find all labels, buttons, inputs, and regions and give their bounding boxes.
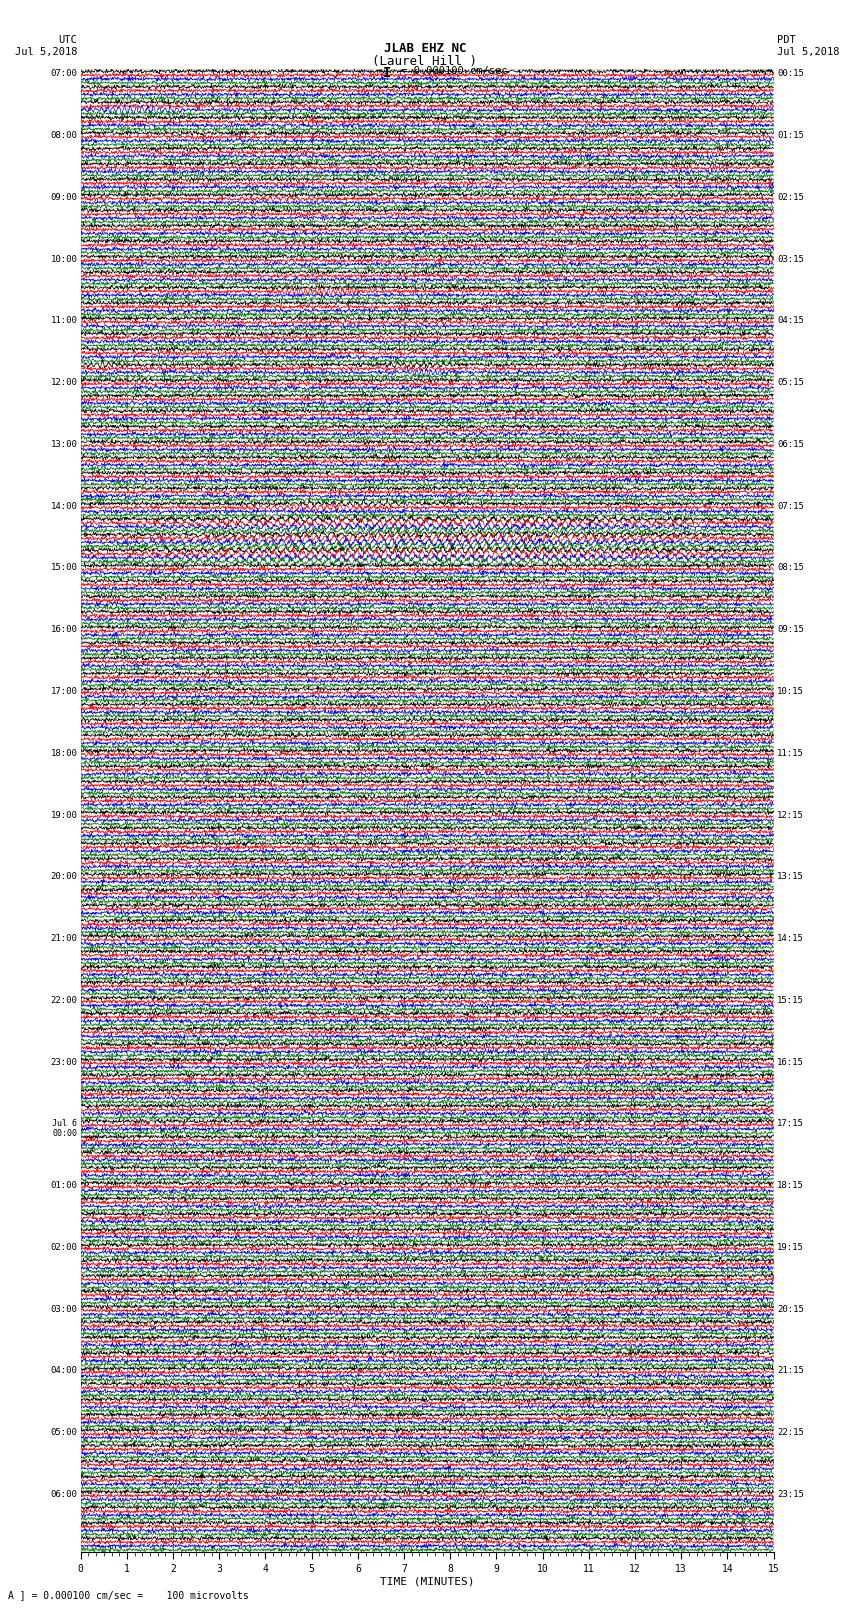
Text: 08:15: 08:15 xyxy=(777,563,804,573)
Text: A ] = 0.000100 cm/sec =    100 microvolts: A ] = 0.000100 cm/sec = 100 microvolts xyxy=(8,1590,249,1600)
Text: 17:15: 17:15 xyxy=(777,1119,804,1129)
Text: 04:00: 04:00 xyxy=(50,1366,77,1376)
Text: (Laurel Hill ): (Laurel Hill ) xyxy=(372,55,478,68)
Text: 15:15: 15:15 xyxy=(777,995,804,1005)
Text: 15:00: 15:00 xyxy=(50,563,77,573)
Text: 06:15: 06:15 xyxy=(777,440,804,448)
Text: 20:15: 20:15 xyxy=(777,1305,804,1313)
Text: Jul 5,2018: Jul 5,2018 xyxy=(14,47,77,56)
Text: 23:15: 23:15 xyxy=(777,1490,804,1498)
Text: 22:00: 22:00 xyxy=(50,995,77,1005)
Text: 04:15: 04:15 xyxy=(777,316,804,326)
Text: 05:00: 05:00 xyxy=(50,1428,77,1437)
Text: 10:00: 10:00 xyxy=(50,255,77,263)
Text: 12:00: 12:00 xyxy=(50,377,77,387)
Text: 19:15: 19:15 xyxy=(777,1244,804,1252)
Text: 08:00: 08:00 xyxy=(50,131,77,140)
Text: Jul 5,2018: Jul 5,2018 xyxy=(777,47,840,56)
Text: 18:15: 18:15 xyxy=(777,1181,804,1190)
Text: 09:00: 09:00 xyxy=(50,194,77,202)
Text: 17:00: 17:00 xyxy=(50,687,77,695)
Text: = 0.000100 cm/sec: = 0.000100 cm/sec xyxy=(395,66,507,76)
Text: 01:15: 01:15 xyxy=(777,131,804,140)
Text: 12:15: 12:15 xyxy=(777,811,804,819)
Text: 11:15: 11:15 xyxy=(777,748,804,758)
Text: 13:00: 13:00 xyxy=(50,440,77,448)
Text: 10:15: 10:15 xyxy=(777,687,804,695)
Text: 16:00: 16:00 xyxy=(50,626,77,634)
Text: 00:15: 00:15 xyxy=(777,69,804,79)
Text: 18:00: 18:00 xyxy=(50,748,77,758)
Text: 07:15: 07:15 xyxy=(777,502,804,511)
Text: UTC: UTC xyxy=(59,35,77,45)
Text: 22:15: 22:15 xyxy=(777,1428,804,1437)
Text: 13:15: 13:15 xyxy=(777,873,804,881)
Text: 06:00: 06:00 xyxy=(50,1490,77,1498)
Text: 01:00: 01:00 xyxy=(50,1181,77,1190)
Text: 19:00: 19:00 xyxy=(50,811,77,819)
Text: 16:15: 16:15 xyxy=(777,1058,804,1066)
Text: 03:15: 03:15 xyxy=(777,255,804,263)
Text: JLAB EHZ NC: JLAB EHZ NC xyxy=(383,42,467,55)
Text: PDT: PDT xyxy=(777,35,796,45)
Text: 00:00: 00:00 xyxy=(53,1129,77,1139)
Text: 14:00: 14:00 xyxy=(50,502,77,511)
Text: 02:15: 02:15 xyxy=(777,194,804,202)
Text: 11:00: 11:00 xyxy=(50,316,77,326)
Text: 21:00: 21:00 xyxy=(50,934,77,944)
Text: 07:00: 07:00 xyxy=(50,69,77,79)
Text: 23:00: 23:00 xyxy=(50,1058,77,1066)
Text: 20:00: 20:00 xyxy=(50,873,77,881)
Text: 02:00: 02:00 xyxy=(50,1244,77,1252)
X-axis label: TIME (MINUTES): TIME (MINUTES) xyxy=(380,1576,474,1586)
Text: 21:15: 21:15 xyxy=(777,1366,804,1376)
Text: 14:15: 14:15 xyxy=(777,934,804,944)
Text: Jul 6: Jul 6 xyxy=(53,1119,77,1129)
Text: 09:15: 09:15 xyxy=(777,626,804,634)
Text: 03:00: 03:00 xyxy=(50,1305,77,1313)
Text: I: I xyxy=(382,66,391,81)
Text: 05:15: 05:15 xyxy=(777,377,804,387)
